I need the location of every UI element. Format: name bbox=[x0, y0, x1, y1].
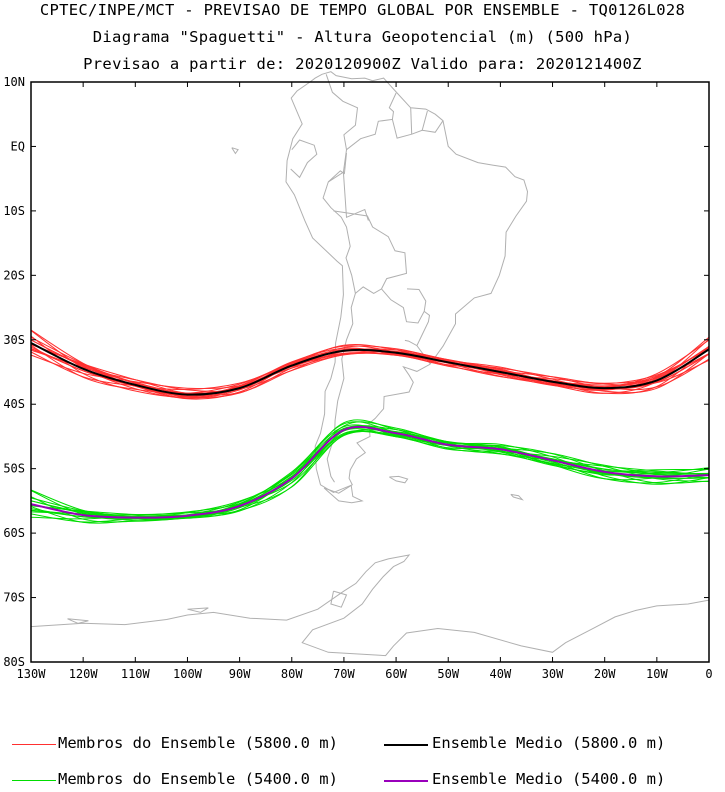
chart-title-line-2: Diagrama "Spaguetti" - Altura Geopotenci… bbox=[92, 28, 633, 46]
island-outline bbox=[187, 607, 209, 613]
ensemble-mean-group bbox=[30, 342, 710, 519]
legend-swatch-mean-5800 bbox=[384, 744, 428, 746]
legend-label-members-5400: Membros do Ensemble (5400.0 m) bbox=[58, 770, 338, 788]
x-tick-label: 70W bbox=[333, 667, 355, 681]
map-line bbox=[410, 107, 413, 135]
y-tick-label: 50S bbox=[3, 462, 25, 476]
x-tick-label: 90W bbox=[229, 667, 251, 681]
member-line-5400 bbox=[30, 427, 710, 524]
map-line bbox=[346, 118, 444, 151]
x-tick-label: 10W bbox=[646, 667, 668, 681]
map-line bbox=[342, 172, 369, 221]
map-line bbox=[381, 288, 427, 324]
map-line bbox=[333, 210, 408, 294]
mean-line-5800 bbox=[30, 342, 710, 396]
plot-frame bbox=[30, 81, 710, 663]
map-line bbox=[285, 71, 529, 494]
y-tick-label: 70S bbox=[3, 591, 25, 605]
x-tick-label: 20W bbox=[594, 667, 616, 681]
member-line-5400 bbox=[30, 428, 710, 517]
y-tick-label: 40S bbox=[3, 397, 25, 411]
chart-title-line-1: CPTEC/INPE/MCT - PREVISAO DE TEMPO GLOBA… bbox=[39, 1, 686, 19]
island-outline bbox=[231, 147, 239, 155]
legend-swatch-members-5800 bbox=[12, 744, 56, 745]
x-tick-label: 80W bbox=[281, 667, 303, 681]
y-tick-label: 20S bbox=[3, 268, 25, 282]
map-line bbox=[30, 554, 710, 657]
y-tick-label: 30S bbox=[3, 333, 25, 347]
x-tick-label: 50W bbox=[437, 667, 459, 681]
island-outline bbox=[510, 493, 524, 501]
x-axis-ticks: 130W 120W 110W 100W 90W 80W 70W 60W 50W 40W 30W 20W… bbox=[17, 82, 713, 681]
legend-label-mean-5400: Ensemble Medio (5400.0 m) bbox=[432, 770, 666, 788]
member-line-5800 bbox=[30, 339, 710, 399]
map-line bbox=[327, 152, 347, 183]
map-line bbox=[322, 74, 359, 483]
x-tick-label: 40W bbox=[490, 667, 512, 681]
chart-title-line-3: Previsao a partir de: 2020120900Z Valido… bbox=[83, 55, 642, 73]
x-tick-label: 0 bbox=[705, 667, 712, 681]
island-outline bbox=[330, 590, 348, 608]
legend-label-members-5800: Membros do Ensemble (5800.0 m) bbox=[58, 734, 338, 752]
x-tick-label: 60W bbox=[385, 667, 407, 681]
member-line-5400 bbox=[30, 425, 710, 516]
x-tick-label: 120W bbox=[69, 667, 99, 681]
x-tick-label: 100W bbox=[173, 667, 203, 681]
legend-swatch-members-5400 bbox=[12, 780, 56, 781]
island-outline bbox=[67, 618, 89, 624]
map-line bbox=[323, 484, 364, 504]
map-line bbox=[421, 110, 428, 131]
x-tick-label: 110W bbox=[121, 667, 151, 681]
mean-line-5400 bbox=[30, 425, 710, 519]
legend-label-mean-5800: Ensemble Medio (5800.0 m) bbox=[432, 734, 666, 752]
y-axis-ticks: 10N EQ 10S 20S 30S 40S 50S 60S 70S 80S bbox=[3, 75, 709, 669]
x-tick-label: 30W bbox=[542, 667, 564, 681]
map-outline bbox=[30, 71, 710, 657]
map-line bbox=[290, 139, 318, 179]
map-line bbox=[388, 92, 397, 120]
y-tick-label: 80S bbox=[3, 655, 25, 669]
map-line bbox=[416, 310, 431, 346]
x-tick-label: 130W bbox=[17, 667, 47, 681]
island-outline bbox=[389, 475, 409, 484]
y-tick-label: EQ bbox=[11, 139, 25, 153]
y-tick-label: 10N bbox=[3, 75, 25, 89]
legend-swatch-mean-5400 bbox=[384, 780, 428, 782]
y-tick-label: 10S bbox=[3, 204, 25, 218]
member-line-5800 bbox=[30, 349, 710, 394]
y-tick-label: 60S bbox=[3, 526, 25, 540]
